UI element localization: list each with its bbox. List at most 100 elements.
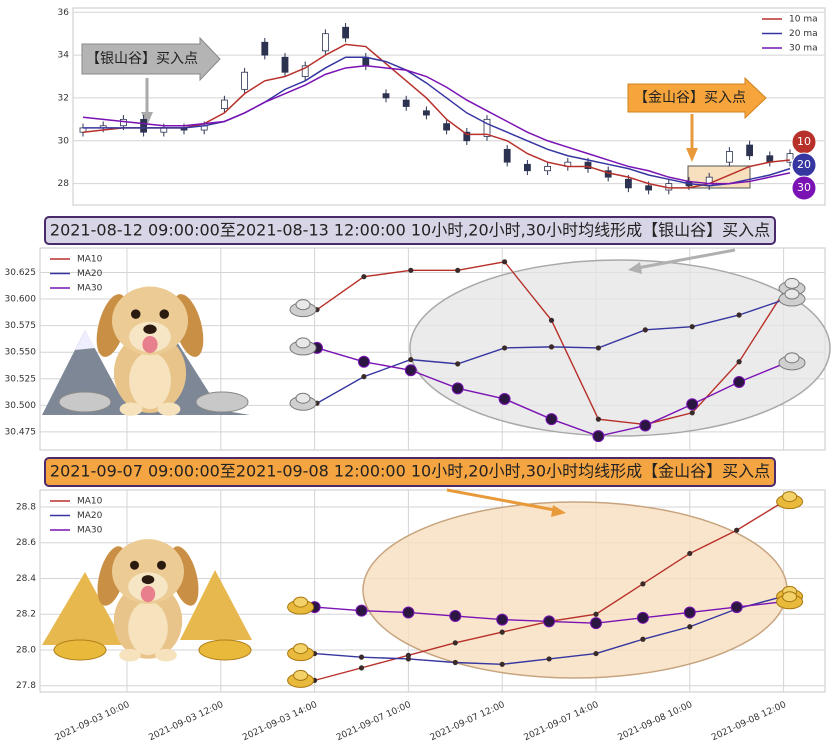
ingot-icon	[784, 277, 800, 289]
ingot-icon	[784, 288, 800, 300]
y-tick-label: 30	[58, 136, 70, 146]
arrow-head	[686, 148, 698, 162]
badge-label: 30	[797, 181, 811, 194]
candle-body	[503, 148, 511, 163]
title-box	[44, 216, 776, 245]
candle-body	[786, 153, 794, 163]
silver-ingot	[58, 391, 112, 413]
point	[499, 629, 505, 635]
legend-label: MA10	[77, 255, 103, 265]
point	[687, 624, 693, 630]
y-tick-label: 28.8	[16, 502, 36, 512]
x-tick-label: 2021-09-07 14:00	[523, 700, 601, 743]
candle-body	[483, 118, 491, 137]
ingot-icon	[782, 491, 798, 503]
legend-label: MA30	[77, 284, 103, 294]
point	[686, 398, 699, 411]
candle-body	[362, 56, 370, 67]
point	[636, 611, 649, 624]
candle-body	[140, 118, 148, 133]
annotation: 【银山谷】买入点	[86, 51, 198, 67]
title-box	[44, 457, 776, 487]
candle-body	[422, 110, 430, 116]
point	[452, 659, 458, 666]
point	[408, 357, 414, 363]
candle-body	[281, 56, 289, 73]
silver-ingot	[195, 391, 249, 413]
gold-ingot	[53, 639, 107, 661]
point	[499, 661, 505, 667]
point	[593, 650, 599, 657]
ma-line	[82, 65, 791, 185]
badge	[791, 175, 817, 201]
point	[405, 656, 411, 662]
candle-body	[342, 26, 350, 39]
ingot-icon	[295, 392, 311, 404]
point	[546, 656, 552, 662]
y-tick-label: 30.575	[5, 321, 37, 331]
point	[595, 416, 602, 422]
y-tick-label: 30.625	[5, 268, 37, 278]
candle-body	[524, 163, 531, 172]
candle-body	[584, 161, 592, 169]
candle-body	[726, 151, 733, 163]
point	[358, 654, 365, 660]
y-tick-label: 30.475	[5, 427, 37, 437]
point	[452, 640, 458, 646]
y-tick-label: 32	[58, 93, 69, 103]
y-tick-label: 36	[58, 8, 70, 18]
y-tick-label: 30.600	[5, 295, 37, 305]
candle-body	[625, 178, 632, 189]
y-tick-label: 30.550	[5, 348, 37, 358]
point	[640, 581, 646, 587]
y-tick-label: 34	[58, 51, 70, 61]
ingot-icon	[295, 337, 311, 349]
arrow-head	[551, 505, 566, 517]
legend-label: MA10	[77, 497, 103, 507]
point	[449, 610, 462, 623]
legend-label: 10 ma	[789, 15, 818, 25]
gold-pyramid	[42, 572, 125, 645]
point	[408, 267, 414, 273]
y-tick-label: 28	[58, 179, 70, 189]
legend-label: MA20	[77, 511, 103, 521]
ingot-icon	[293, 643, 309, 655]
point	[355, 604, 368, 617]
candle-body	[301, 65, 309, 77]
snow	[75, 330, 95, 350]
point	[361, 274, 367, 280]
legend-label: 20 ma	[789, 29, 818, 39]
point	[455, 361, 461, 367]
candle-body	[544, 166, 551, 172]
pointer-arrow	[446, 488, 561, 513]
y-tick-label: 28.0	[16, 645, 36, 655]
highlight-ellipse	[409, 259, 831, 437]
point	[455, 267, 461, 273]
pointer-arrow	[631, 248, 736, 271]
badge-label: 20	[797, 158, 811, 171]
x-tick-label: 2021-09-08 10:00	[616, 700, 694, 743]
highlight-ellipse	[362, 501, 788, 679]
annotation: 【金山谷】买入点	[634, 90, 746, 106]
y-tick-label: 28.4	[16, 574, 36, 584]
point	[593, 611, 599, 617]
candle-body	[261, 41, 269, 56]
point	[548, 317, 555, 323]
legend-label: 30 ma	[789, 44, 818, 54]
point	[639, 419, 652, 432]
point	[640, 636, 646, 642]
candle-body	[382, 93, 390, 99]
candle-body	[746, 144, 753, 157]
point	[687, 550, 693, 557]
x-tick-label: 2021-09-08 12:00	[710, 700, 788, 743]
point	[361, 374, 367, 380]
x-tick-label: 2021-09-03 14:00	[241, 700, 319, 743]
ingot-icon	[293, 596, 309, 608]
point	[595, 345, 602, 351]
point	[736, 359, 742, 365]
candle-body	[220, 99, 228, 110]
point	[358, 665, 365, 671]
badge-label: 10	[797, 135, 811, 148]
point	[502, 259, 508, 265]
arrow-head	[628, 262, 642, 274]
